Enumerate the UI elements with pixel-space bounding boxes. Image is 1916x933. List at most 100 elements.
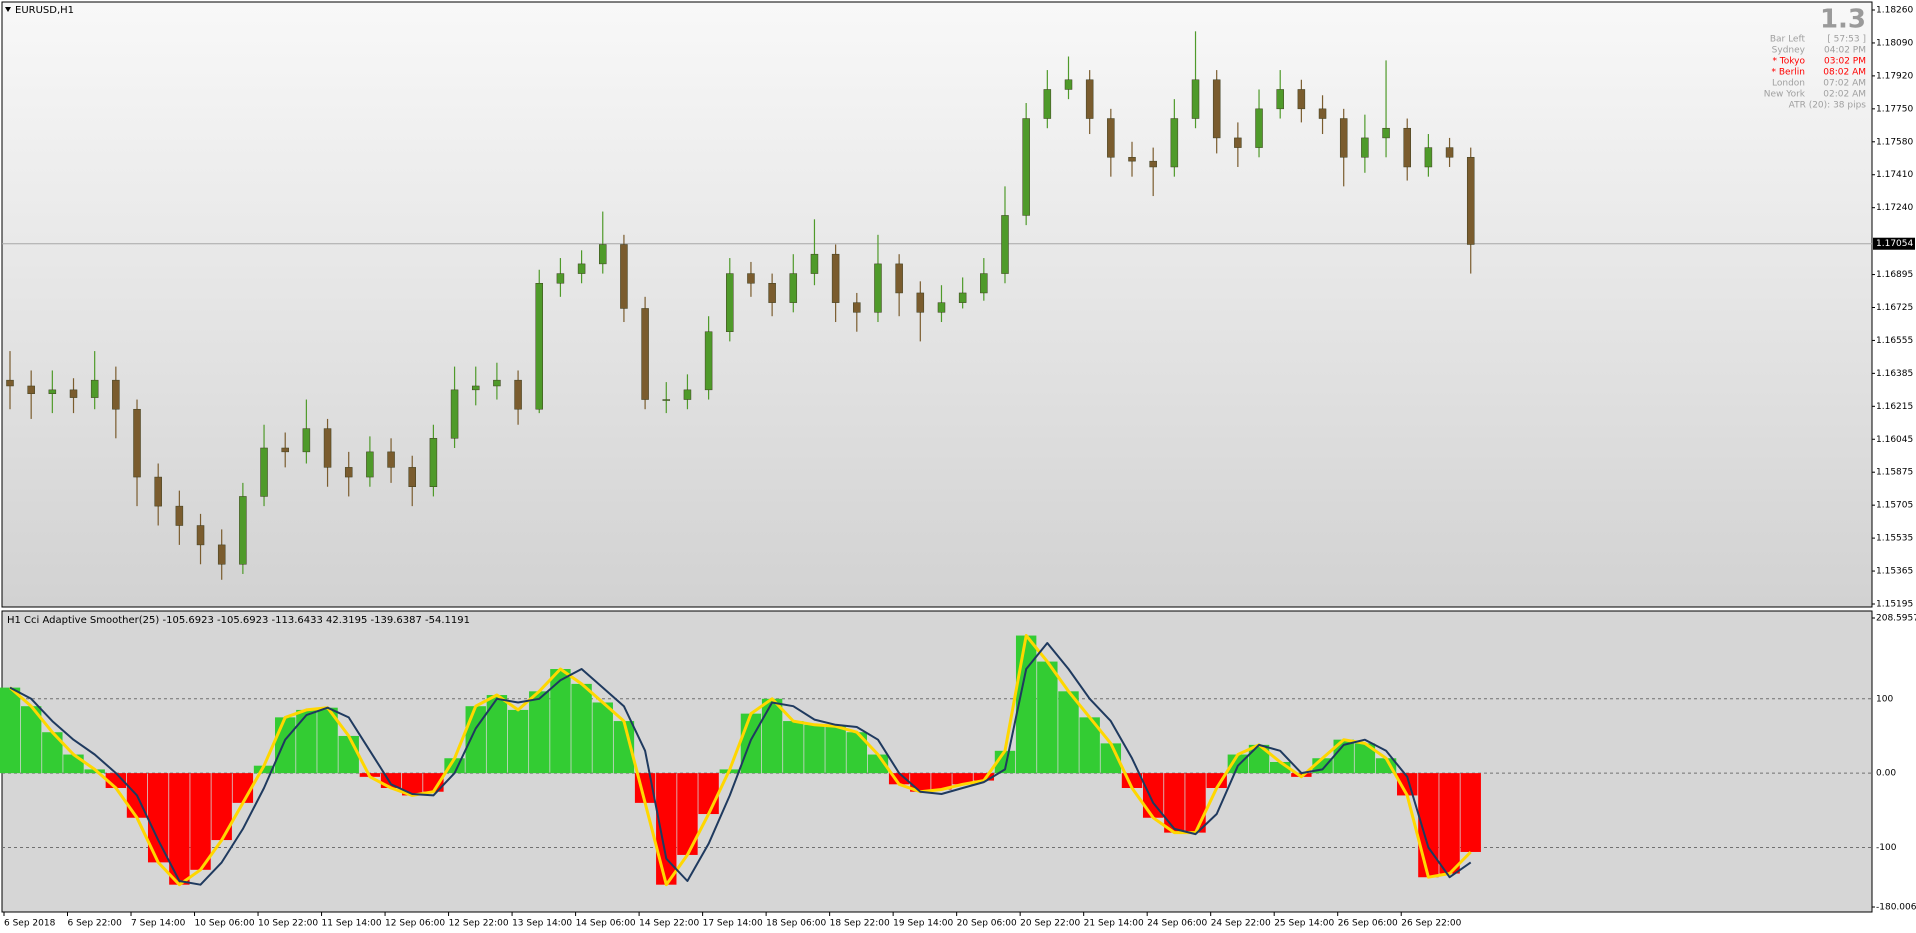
x-tick-label: 17 Sep 14:00 bbox=[703, 919, 763, 929]
histogram-bar bbox=[63, 754, 84, 774]
candle-body bbox=[853, 302, 861, 313]
candle-body bbox=[1234, 137, 1242, 148]
candle-body bbox=[1085, 79, 1094, 119]
histogram-bar bbox=[253, 765, 275, 774]
x-tick-label: 14 Sep 06:00 bbox=[576, 919, 636, 929]
candle-body bbox=[895, 263, 903, 294]
histogram-bar bbox=[296, 709, 317, 774]
x-tick-label: 26 Sep 06:00 bbox=[1338, 919, 1398, 929]
histogram-bar bbox=[846, 732, 867, 774]
y-tick-label: 1.17240 bbox=[1876, 203, 1913, 213]
y-tick-label: 1.17410 bbox=[1876, 170, 1913, 180]
candle-body bbox=[1339, 118, 1348, 158]
info-value: 02:02 AM bbox=[1823, 90, 1866, 100]
histogram-bar bbox=[275, 717, 296, 774]
candle-body bbox=[535, 283, 543, 410]
candle-body bbox=[302, 428, 311, 453]
info-headline: 1.3 bbox=[1820, 5, 1866, 35]
info-label: London bbox=[1772, 79, 1805, 89]
y-tick-label: 1.16895 bbox=[1876, 270, 1913, 280]
x-tick-label: 6 Sep 22:00 bbox=[68, 919, 123, 929]
histogram-bar bbox=[973, 773, 995, 781]
histogram-bar bbox=[1270, 761, 1291, 774]
candle-body bbox=[1170, 118, 1179, 168]
x-tick-label: 18 Sep 06:00 bbox=[766, 919, 826, 929]
candle-body bbox=[641, 308, 649, 400]
candle-body bbox=[577, 263, 586, 274]
histogram-bar bbox=[1248, 744, 1270, 774]
histogram-bar bbox=[529, 691, 550, 774]
y-tick-label: 1.15365 bbox=[1876, 567, 1913, 577]
histogram-bar bbox=[190, 773, 211, 870]
x-tick-label: 20 Sep 22:00 bbox=[1020, 919, 1080, 929]
info-value: 04:02 PM bbox=[1824, 46, 1866, 56]
symbol-title: EURUSD,H1 bbox=[15, 5, 74, 16]
histogram-bar bbox=[1142, 773, 1164, 818]
candle-body bbox=[112, 379, 120, 410]
candle-body bbox=[1022, 118, 1030, 216]
candle-body bbox=[90, 379, 99, 398]
candle-body bbox=[1212, 79, 1221, 139]
y-tick-label: 1.15875 bbox=[1876, 468, 1913, 478]
y-tick-label: 1.17580 bbox=[1876, 137, 1913, 147]
x-tick-label: 13 Sep 14:00 bbox=[512, 919, 572, 929]
candle-body bbox=[260, 447, 268, 497]
histogram-bar bbox=[1185, 773, 1206, 833]
y-tick-label: -180.0068 bbox=[1876, 903, 1916, 913]
candle-body bbox=[154, 476, 162, 507]
x-tick-label: 14 Sep 22:00 bbox=[639, 919, 699, 929]
x-tick-label: 10 Sep 06:00 bbox=[195, 919, 255, 929]
candle-body bbox=[683, 389, 692, 400]
histogram-bar bbox=[952, 773, 973, 785]
candle-body bbox=[768, 283, 776, 303]
y-tick-label: 1.16385 bbox=[1876, 369, 1913, 379]
y-tick-label: 1.16555 bbox=[1876, 336, 1913, 346]
candle-body bbox=[344, 467, 353, 478]
info-value: 03:02 PM bbox=[1824, 57, 1866, 67]
current-price-label: 1.17054 bbox=[1876, 239, 1913, 249]
histogram-bar bbox=[0, 687, 21, 774]
y-tick-label: 1.16215 bbox=[1876, 402, 1913, 412]
histogram-bar bbox=[1164, 773, 1185, 833]
candle-body bbox=[704, 331, 713, 391]
x-tick-label: 25 Sep 14:00 bbox=[1274, 919, 1334, 929]
histogram-bar bbox=[1079, 717, 1100, 774]
candle-body bbox=[514, 379, 522, 410]
x-tick-label: 12 Sep 06:00 bbox=[385, 919, 445, 929]
info-value: 08:02 AM bbox=[1823, 68, 1866, 78]
candle-body bbox=[69, 389, 78, 398]
candle-body bbox=[1424, 147, 1433, 168]
candle-body bbox=[408, 467, 416, 488]
histogram-bar bbox=[571, 683, 592, 774]
histogram-bar bbox=[1397, 773, 1418, 796]
menu-triangle[interactable] bbox=[5, 7, 11, 12]
info-label: * Tokyo bbox=[1772, 57, 1805, 67]
y-tick-label: 1.17750 bbox=[1876, 104, 1913, 114]
candle-body bbox=[874, 263, 882, 313]
x-tick-label: 6 Sep 2018 bbox=[4, 919, 56, 929]
candle-body bbox=[1318, 108, 1327, 119]
histogram-bar bbox=[550, 669, 571, 774]
x-tick-label: 11 Sep 14:00 bbox=[322, 919, 382, 929]
histogram-bar bbox=[402, 773, 423, 796]
current-price-box bbox=[1873, 237, 1915, 250]
candle-body bbox=[1276, 89, 1284, 110]
candle-body bbox=[789, 273, 798, 303]
info-value: 07:02 AM bbox=[1823, 79, 1866, 89]
histogram-bar bbox=[783, 721, 804, 774]
histogram-bar bbox=[761, 698, 783, 774]
x-tick-label: 24 Sep 06:00 bbox=[1147, 919, 1207, 929]
candle-body bbox=[810, 253, 819, 274]
histogram-bar bbox=[1439, 773, 1460, 874]
candle-body bbox=[387, 451, 395, 468]
candle-body bbox=[366, 451, 374, 478]
candle-body bbox=[6, 379, 14, 387]
y-tick-label: 1.18090 bbox=[1876, 38, 1913, 48]
histogram-bar bbox=[1333, 739, 1354, 774]
histogram-bar bbox=[740, 713, 762, 774]
candle-body bbox=[620, 244, 628, 309]
histogram-bar bbox=[1418, 773, 1439, 878]
candle-body bbox=[196, 525, 205, 546]
histogram-bar bbox=[888, 773, 910, 785]
candle-body bbox=[958, 292, 967, 303]
